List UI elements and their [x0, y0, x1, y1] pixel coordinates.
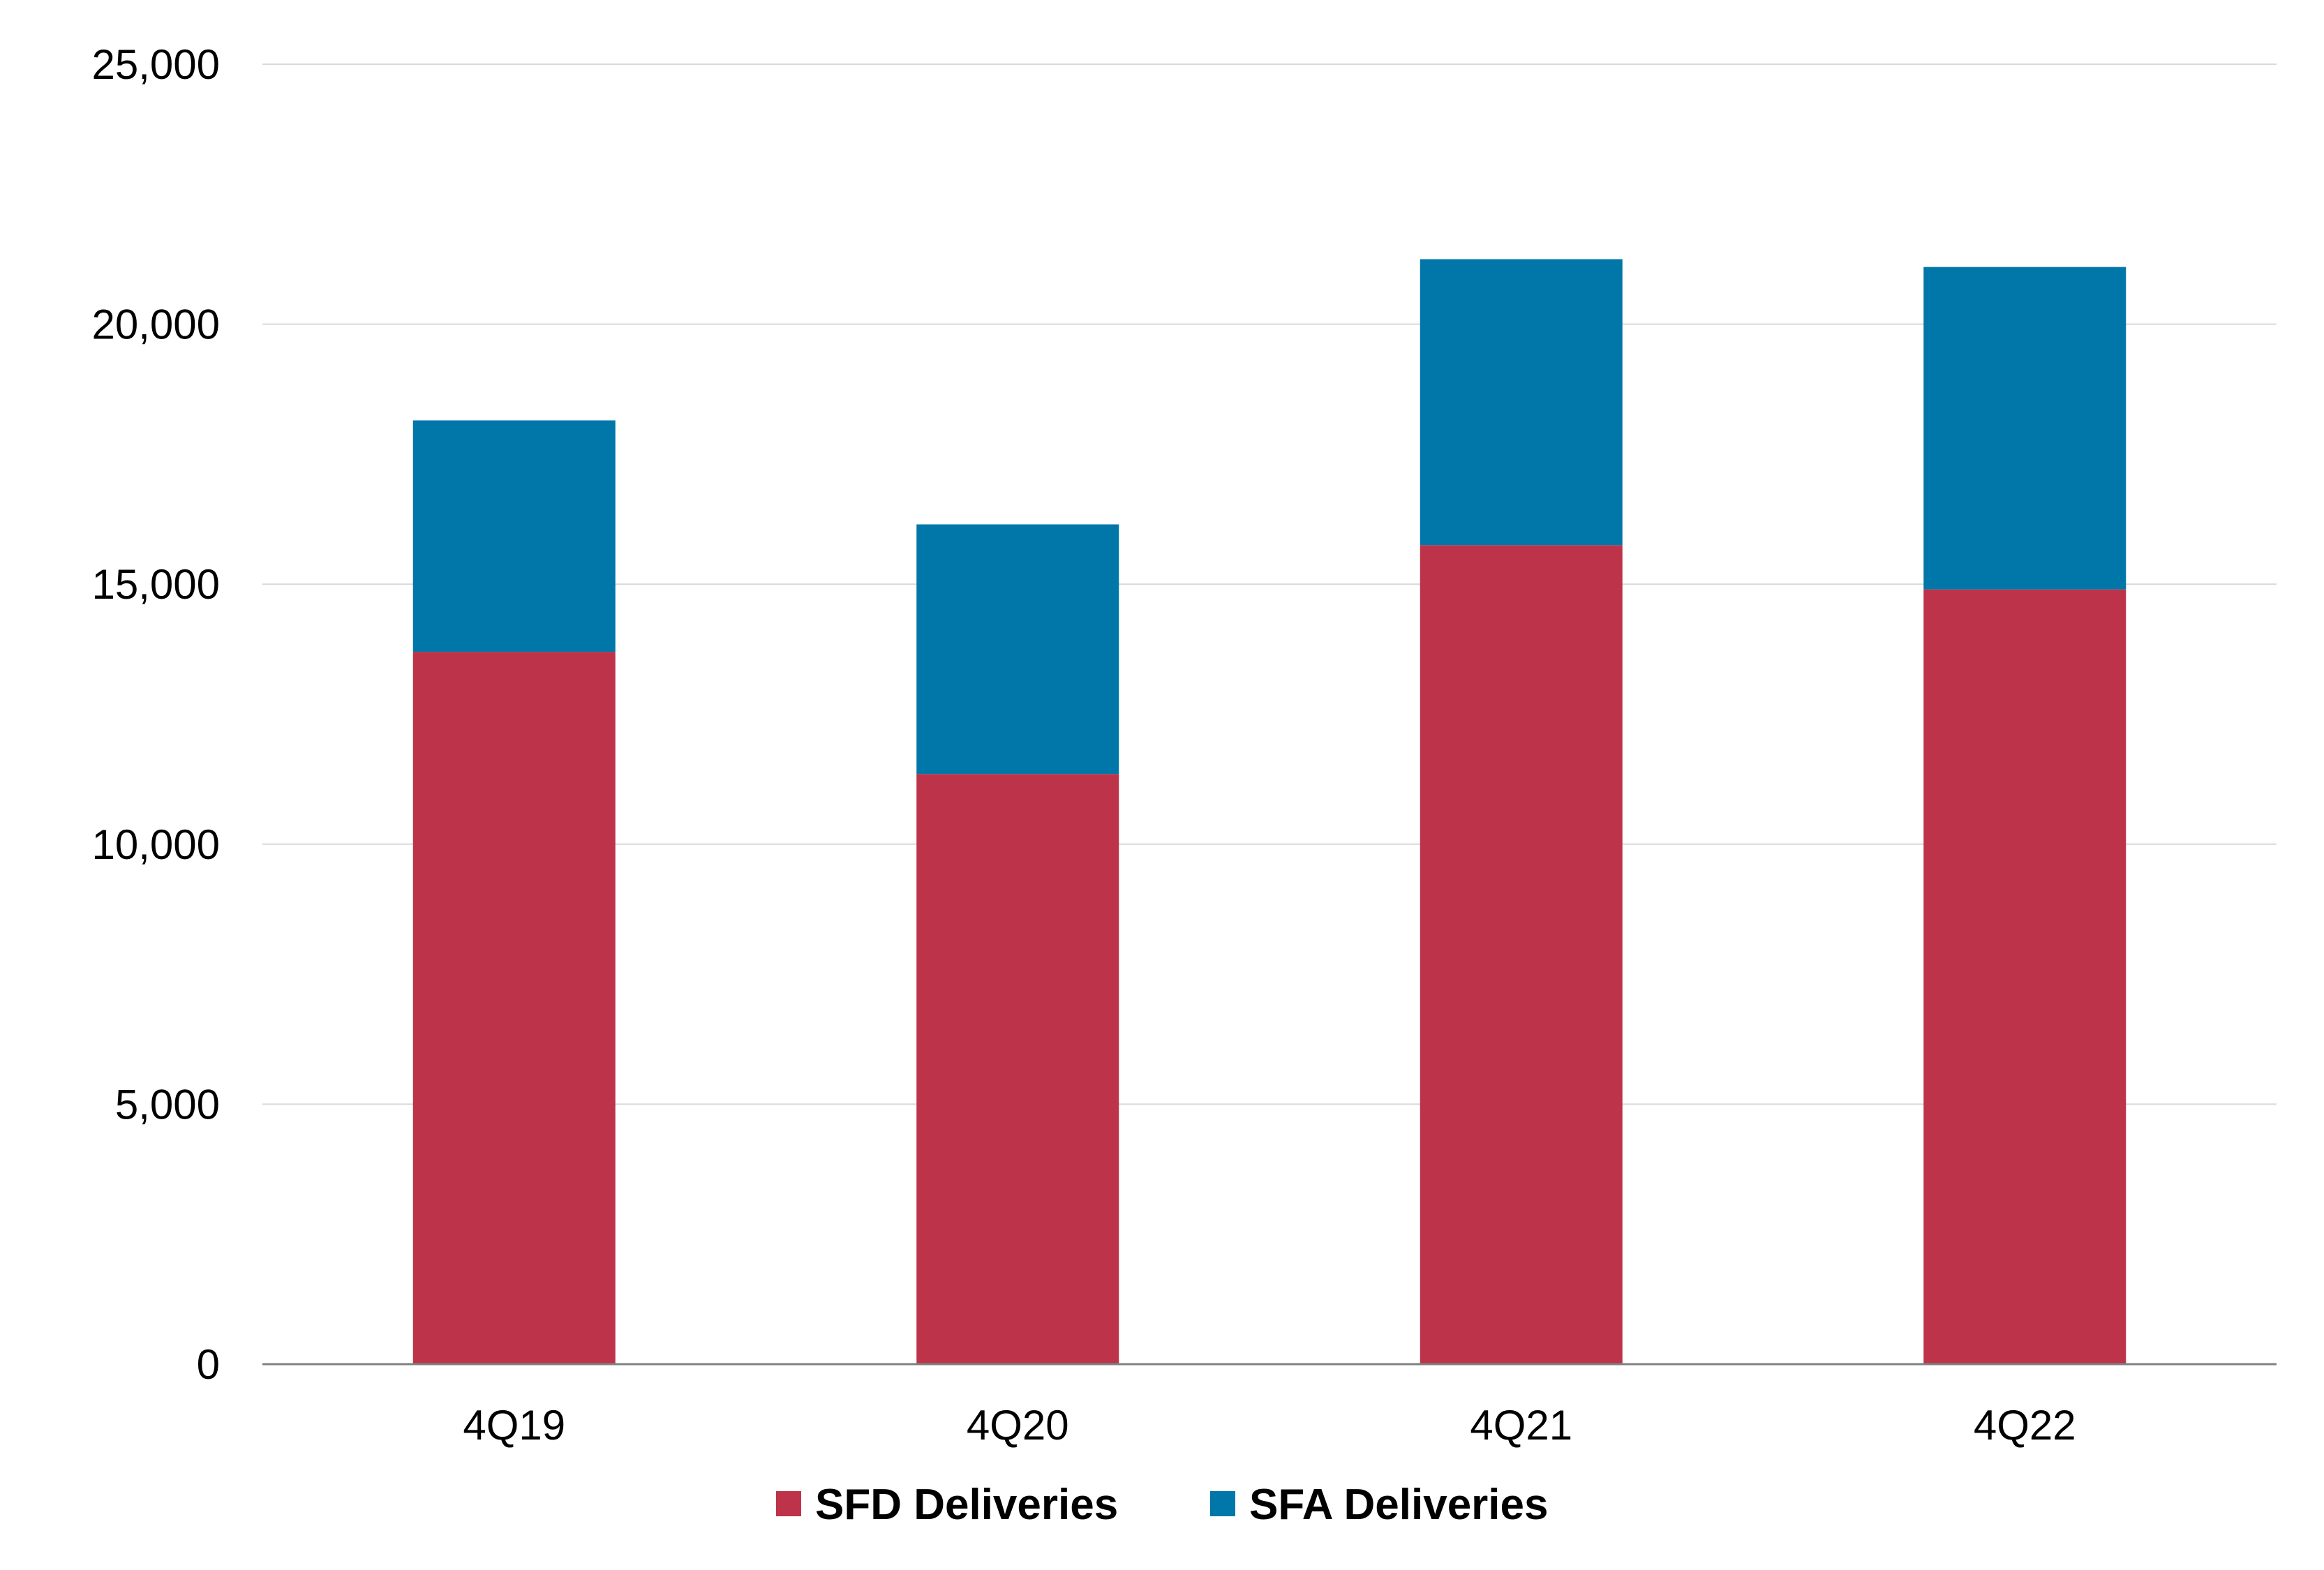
- legend-label-sfd: SFD Deliveries: [815, 1481, 1118, 1529]
- y-tick-label: 5,000: [115, 1081, 220, 1128]
- bar-sfd-4q20: [916, 774, 1119, 1364]
- x-tick-label: 4Q19: [463, 1402, 565, 1449]
- legend: SFD Deliveries SFA Deliveries: [776, 1481, 1549, 1529]
- bar-sfa-4q22: [1923, 267, 2126, 590]
- y-axis-tick-labels: 0 5,000 10,000 15,000 20,000 25,000: [91, 41, 220, 1388]
- bar-sfa-4q19: [412, 420, 616, 652]
- x-tick-label: 4Q22: [1974, 1402, 2076, 1449]
- bars: [412, 259, 2126, 1364]
- x-axis-tick-labels: 4Q19 4Q20 4Q21 4Q22: [463, 1402, 2076, 1449]
- y-tick-label: 20,000: [91, 301, 220, 348]
- legend-swatch-sfd: [776, 1491, 801, 1516]
- legend-swatch-sfa: [1210, 1491, 1235, 1516]
- x-tick-label: 4Q21: [1470, 1402, 1572, 1449]
- bar-sfd-4q19: [412, 652, 616, 1364]
- bar-sfa-4q21: [1420, 259, 1623, 546]
- y-tick-label: 15,000: [91, 561, 220, 608]
- legend-label-sfa: SFA Deliveries: [1249, 1481, 1549, 1529]
- y-tick-label: 10,000: [91, 821, 220, 868]
- bar-sfd-4q22: [1923, 589, 2126, 1364]
- y-tick-label: 0: [197, 1341, 220, 1388]
- x-tick-label: 4Q20: [967, 1402, 1069, 1449]
- bar-sfa-4q20: [916, 524, 1119, 775]
- bar-sfd-4q21: [1420, 545, 1623, 1364]
- y-tick-label: 25,000: [91, 41, 220, 88]
